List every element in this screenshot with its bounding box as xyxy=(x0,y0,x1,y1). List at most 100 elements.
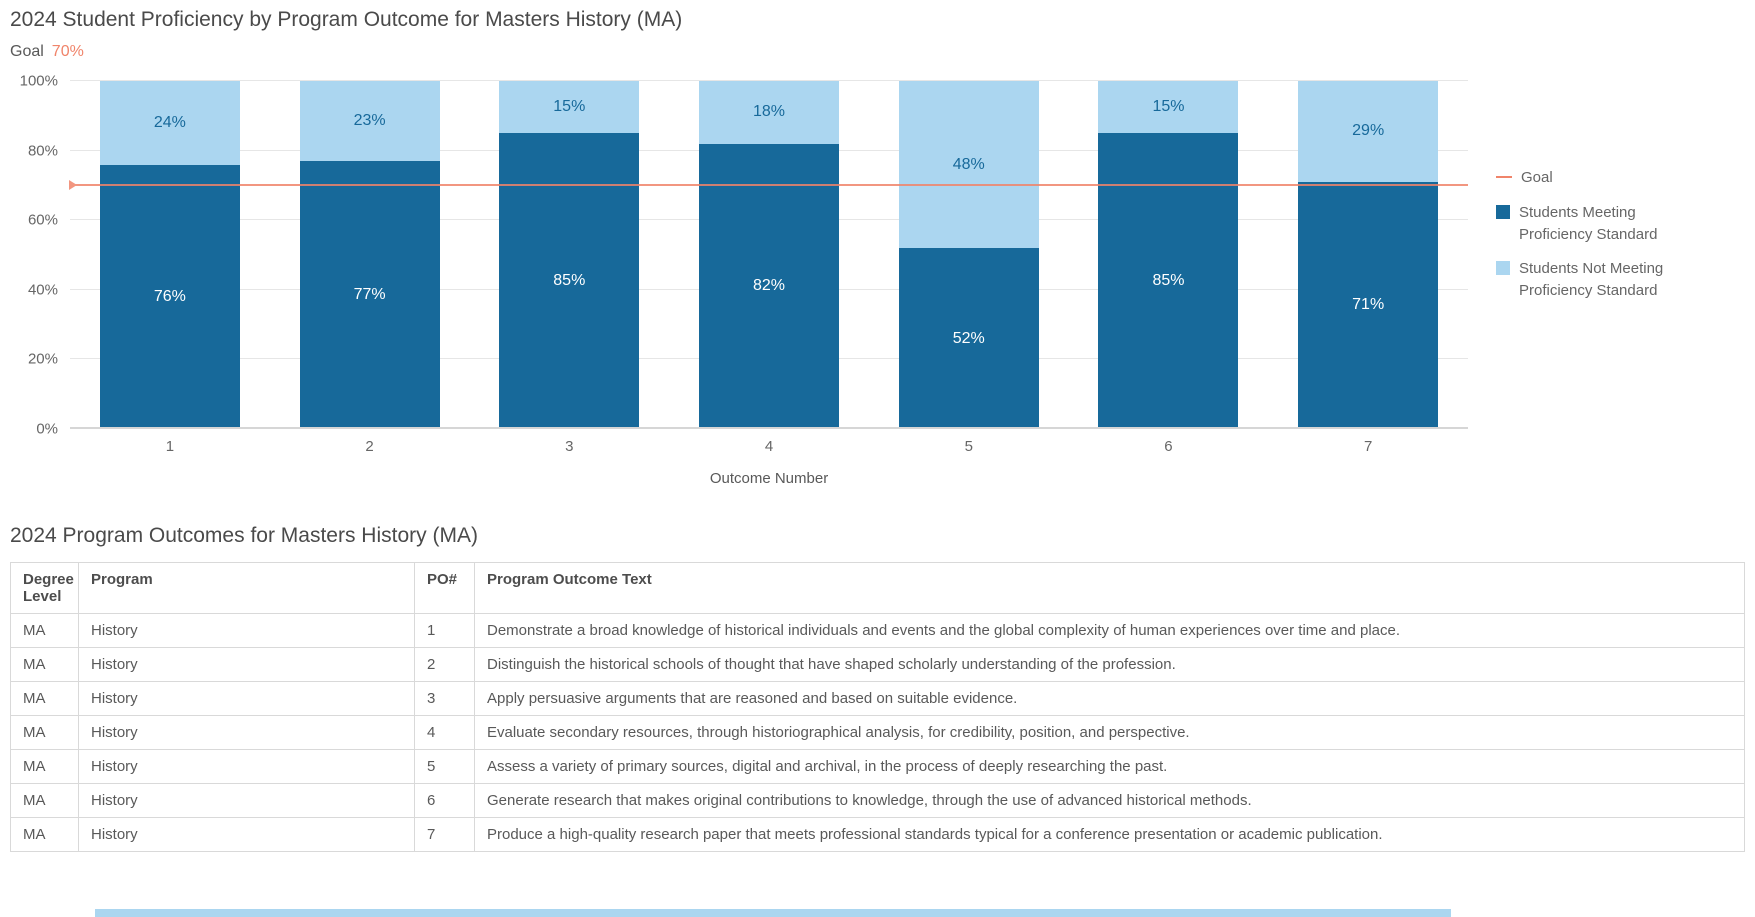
goal-arrow-icon xyxy=(69,180,77,191)
bar-segment-not-meeting-5[interactable]: 48% xyxy=(898,81,1039,249)
outcome-text-cell: Generate research that makes original co… xyxy=(474,783,1745,818)
legend-label-goal: Goal xyxy=(1521,169,1553,186)
po-number-cell: 3 xyxy=(414,681,475,716)
legend-swatch-not-meeting xyxy=(1496,261,1510,276)
col-header-program: Program xyxy=(78,562,415,614)
legend-label-not-meeting: Students Not Meeting Proficiency Standar… xyxy=(1519,260,1664,299)
degree-level-cell: MA xyxy=(10,749,79,784)
table-row: MA History 3 Apply persuasive arguments tha… xyxy=(10,681,1745,716)
legend-label-meeting: Students Meeting Proficiency Standard xyxy=(1519,203,1658,243)
program-cell: History xyxy=(78,715,415,750)
bar-segment-meeting-6[interactable]: 85% xyxy=(1098,133,1239,429)
goal-label: Goal xyxy=(10,43,44,60)
bar-segment-meeting-7[interactable]: 71% xyxy=(1298,181,1439,429)
report-page: 2024 Student Proficiency by Program Outc… xyxy=(10,8,1755,917)
po-number-cell: 6 xyxy=(414,783,475,818)
outcomes-table-section: 2024 Program Outcomes for Masters Histor… xyxy=(10,524,1755,852)
y-tick-label-60%: 60% xyxy=(27,211,58,229)
table-row: MA History 6 Generate research that makes o… xyxy=(10,783,1745,818)
x-tick-label-3: 3 xyxy=(565,438,574,455)
program-cell: History xyxy=(78,681,415,716)
x-axis-title: Outcome Number xyxy=(709,470,829,487)
outcome-text-cell: Apply persuasive arguments that are reas… xyxy=(474,681,1745,716)
bar-segment-not-meeting-6[interactable]: 15% xyxy=(1098,81,1239,134)
bar-slot-5: 48% 52% xyxy=(869,81,1069,429)
outcome-text-cell: Distinguish the historical schools of th… xyxy=(474,647,1745,682)
goal-line xyxy=(69,180,1468,191)
stacked-bar-5: 48% 52% xyxy=(898,81,1039,429)
bar-segment-not-meeting-2[interactable]: 23% xyxy=(299,81,440,162)
outcome-text-cell: Assess a variety of primary sources, dig… xyxy=(474,749,1745,784)
bar-slot-7: 29% 71% xyxy=(1268,81,1468,429)
po-number-cell: 5 xyxy=(414,749,475,784)
po-number-cell: 4 xyxy=(414,715,475,750)
bar-slot-4: 18% 82% xyxy=(669,81,869,429)
po-number-cell: 1 xyxy=(414,613,475,648)
goal-value: 70% xyxy=(51,43,84,60)
degree-level-cell: MA xyxy=(10,613,79,648)
x-tick-label-7: 7 xyxy=(1364,438,1373,455)
degree-level-cell: MA xyxy=(10,783,79,818)
table-header: Degree Level Program PO# Program Outcome… xyxy=(10,562,1745,614)
y-tick-label-80%: 80% xyxy=(27,142,58,160)
bar-segment-meeting-5[interactable]: 52% xyxy=(898,248,1039,429)
outcomes-table-body: MA History 1 Demonstrate a broad knowledge … xyxy=(10,613,1745,852)
x-tick-label-6: 6 xyxy=(1164,438,1173,455)
degree-level-cell: MA xyxy=(10,715,79,750)
table-row: MA History 2 Distinguish the historical sch… xyxy=(10,647,1745,682)
stacked-bar-3: 15% 85% xyxy=(499,81,640,429)
degree-level-cell: MA xyxy=(10,647,79,682)
outcome-text-cell: Evaluate secondary resources, through hi… xyxy=(474,715,1745,750)
legend-item-goal[interactable]: Goal xyxy=(1496,167,1709,189)
bar-slot-1: 24% 76% xyxy=(70,81,270,429)
bar-segment-not-meeting-1[interactable]: 24% xyxy=(99,81,240,165)
y-tick-label-20%: 20% xyxy=(27,350,58,368)
plot-area: 24% 76% 23% 77% 15% 85% 18% 82% 48% 52% 15% 85% 29% 7… xyxy=(20,73,1468,438)
bar-segment-meeting-3[interactable]: 85% xyxy=(499,133,640,429)
stacked-bar-4: 18% 82% xyxy=(699,81,840,429)
program-cell: History xyxy=(78,749,415,784)
table-row: MA History 1 Demonstrate a broad knowledge … xyxy=(10,613,1745,648)
chart-body: 24% 76% 23% 77% 15% 85% 18% 82% 48% 52% 15% 85% 29% 7… xyxy=(10,73,1755,438)
po-number-cell: 7 xyxy=(414,817,475,852)
y-tick-label-100%: 100% xyxy=(19,72,58,90)
legend-item-meeting[interactable]: Students Meeting Proficiency Standard xyxy=(1496,202,1709,246)
stacked-bar-2: 23% 77% xyxy=(299,81,440,429)
x-tick-label-2: 2 xyxy=(365,438,374,455)
chart-title: 2024 Student Proficiency by Program Outc… xyxy=(10,8,683,31)
bar-segment-not-meeting-3[interactable]: 15% xyxy=(499,81,640,134)
bar-segment-not-meeting-4[interactable]: 18% xyxy=(699,81,840,144)
degree-level-cell: MA xyxy=(10,817,79,852)
bar-slot-2: 23% 77% xyxy=(270,81,470,429)
outcome-text-cell: Demonstrate a broad knowledge of histori… xyxy=(474,613,1745,648)
legend-item-not-meeting[interactable]: Students Not Meeting Proficiency Standar… xyxy=(1496,258,1709,302)
gridline-0% xyxy=(70,427,1468,429)
chart-legend: Goal Students Meeting Proficiency Standa… xyxy=(1496,81,1709,429)
x-tick-label-4: 4 xyxy=(764,438,774,455)
chart-section: 2024 Student Proficiency by Program Outc… xyxy=(10,8,1755,487)
stacked-bar-1: 24% 76% xyxy=(99,81,240,429)
bar-segment-not-meeting-7[interactable]: 29% xyxy=(1298,81,1439,182)
outcome-text-cell: Produce a high-quality research paper th… xyxy=(474,817,1745,852)
x-tick-label-1: 1 xyxy=(165,438,175,455)
table-row: MA History 7 Produce a high-quality researc… xyxy=(10,817,1745,852)
stacked-bar-6: 15% 85% xyxy=(1098,81,1239,429)
x-tick-row: 1 2 3 4 5 6 7 xyxy=(70,438,1468,455)
bar-segment-meeting-1[interactable]: 76% xyxy=(99,164,240,429)
table-title: 2024 Program Outcomes for Masters Histor… xyxy=(10,524,478,547)
program-cell: History xyxy=(78,817,415,852)
bar-segment-meeting-4[interactable]: 82% xyxy=(699,143,840,429)
table-row: MA History 4 Evaluate secondary resources, … xyxy=(10,715,1745,750)
goal-line-swatch-icon xyxy=(1496,176,1512,178)
program-cell: History xyxy=(78,647,415,682)
partial-bar-strip xyxy=(95,909,1451,917)
goal-annotation: Goal 70% xyxy=(10,43,1755,61)
bar-segment-meeting-2[interactable]: 77% xyxy=(299,161,440,429)
table-row: MA History 5 Assess a variety of primary so… xyxy=(10,749,1745,784)
gridline-100% xyxy=(70,80,1468,81)
col-header-degree-level: Degree Level xyxy=(10,562,79,614)
stacked-bar-7: 29% 71% xyxy=(1298,81,1439,429)
bar-slot-6: 15% 85% xyxy=(1069,81,1269,429)
po-number-cell: 2 xyxy=(414,647,475,682)
y-tick-label-40%: 40% xyxy=(27,281,58,299)
